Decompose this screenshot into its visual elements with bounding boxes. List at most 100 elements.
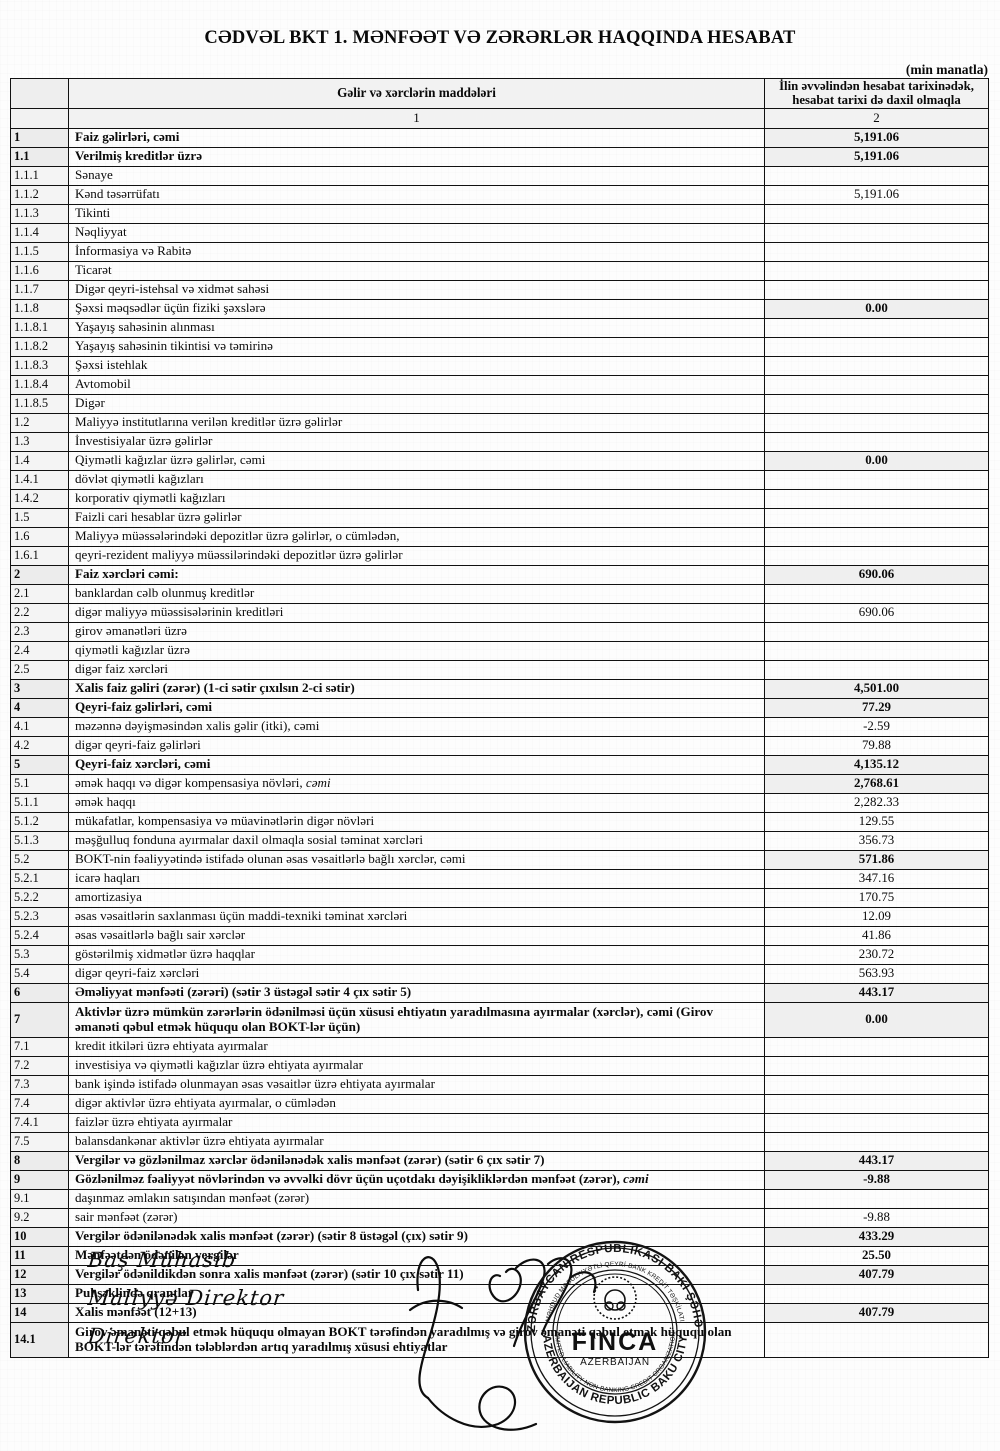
row-number: 1.4.1 — [10, 469, 69, 490]
table-row: 5.1.2 mükafatlar, kompensasiya və müavinə… — [10, 811, 989, 832]
row-value: 690.06 — [764, 564, 989, 585]
row-value: -2.59 — [764, 716, 989, 737]
row-label: Digər — [68, 393, 765, 414]
row-label: Pul şəklində qrantlar — [68, 1283, 765, 1304]
row-number: 5.2.3 — [10, 906, 69, 927]
row-number: 1.1.1 — [10, 165, 69, 186]
row-number: 5.2 — [10, 849, 69, 870]
table-row: 5.1.3 məşğulluq fonduna ayırmalar daxil o… — [10, 830, 989, 851]
table-row: 1.6.1 qeyri-rezident maliyyə müəssilərind… — [10, 545, 989, 566]
row-value: 2,768.61 — [764, 773, 989, 794]
row-label: Qeyri-faiz xərcləri, cəmi — [68, 754, 765, 775]
table-row: 4.2 digər qeyri-faiz gəlirləri 79.88 — [10, 735, 989, 756]
table-row: 1.4 Qiymətli kağızlar üzrə gəlirlər, cəmi… — [10, 450, 989, 471]
row-value — [764, 1188, 989, 1209]
row-label: Yaşayış sahəsinin tikintisi və təmirinə — [68, 336, 765, 357]
page-title: CƏDVƏL BKT 1. MƏNFƏƏT VƏ ZƏRƏRLƏR HAQQIN… — [204, 28, 796, 48]
row-label: Əməliyyat mənfəəti (zərəri) (sətir 3 üst… — [68, 982, 765, 1003]
table-row: 4.1 məzənnə dəyişməsindən xalis gəlir (it… — [10, 716, 989, 737]
table-row: 1.2 Maliyyə institutlarına verilən kredit… — [10, 412, 989, 433]
row-label: əsas vəsaitlərin saxlanması üçün maddi-t… — [68, 906, 765, 927]
row-label: əsas vəsaitlərlə bağlı sair xərclər — [68, 925, 765, 946]
row-number: 12 — [10, 1264, 69, 1285]
row-value — [764, 659, 989, 680]
table-row: 5.3 göstərilmiş xidmətlər üzrə haqqlar 230… — [10, 944, 989, 965]
row-value — [764, 431, 989, 452]
row-label: Faiz xərcləri cəmi: — [68, 564, 765, 585]
stamp-emblem-icon — [593, 1276, 637, 1320]
row-number: 7 — [10, 1001, 69, 1038]
row-value: 443.17 — [764, 1150, 989, 1171]
row-number: 1 — [10, 127, 69, 148]
row-value: 230.72 — [764, 944, 989, 965]
table-row: 5.2 BOKT-nin fəaliyyətində istifadə oluna… — [10, 849, 989, 870]
row-label: Sənaye — [68, 165, 765, 186]
row-label: qeyri-rezident maliyyə müəssilərindəki d… — [68, 545, 765, 566]
row-label: Ticarət — [68, 260, 765, 281]
row-label: məzənnə dəyişməsindən xalis gəlir (itki)… — [68, 716, 765, 737]
table-row: 5 Qeyri-faiz xərcləri, cəmi 4,135.12 — [10, 754, 989, 775]
table-row: 13 Pul şəklində qrantlar — [10, 1283, 989, 1304]
table-row: 4 Qeyri-faiz gəlirləri, cəmi 77.29 — [10, 697, 989, 718]
table-row: 1.1.8.2 Yaşayış sahəsinin tikintisi və tə… — [10, 336, 989, 357]
row-value — [764, 1074, 989, 1095]
row-label: Xalis mənfəət (12+13) — [68, 1302, 765, 1323]
table-row: 2.5 digər faiz xərcləri — [10, 659, 989, 680]
row-value — [764, 1283, 989, 1304]
table-row: 1.1.8.3 Şəxsi istehlak — [10, 355, 989, 376]
row-value — [764, 260, 989, 281]
table-row: 8 Vergilər və gözlənilmaz xərclər ödənilə… — [10, 1150, 989, 1171]
table-row: 2.3 girov əmanətləri üzrə — [10, 621, 989, 642]
row-label: əmək haqqı və digər kompensasiya növləri… — [68, 773, 765, 794]
table-row: 5.4 digər qeyri-faiz xərcləri 563.93 — [10, 963, 989, 984]
row-value — [764, 336, 989, 357]
table-row: 1.4.1 dövlət qiymətli kağızları — [10, 469, 989, 490]
row-label: sair mənfəət (zərər) — [68, 1207, 765, 1228]
row-number: 7.2 — [10, 1055, 69, 1076]
row-number: 5.1.1 — [10, 792, 69, 813]
row-number: 2.2 — [10, 602, 69, 623]
row-value: 79.88 — [764, 735, 989, 756]
table-row: 1.1.8.1 Yaşayış sahəsinin alınması — [10, 317, 989, 338]
row-label: Girov əmanəti qəbul etmək hüququ olmayan… — [68, 1321, 765, 1358]
row-number: 1.1.8.4 — [10, 374, 69, 395]
row-value — [764, 203, 989, 224]
table-row: 3 Xalis faiz gəliri (zərər) (1-ci sətir ç… — [10, 678, 989, 699]
row-value: 443.17 — [764, 982, 989, 1003]
row-value: 0.00 — [764, 450, 989, 471]
row-label: İnformasiya və Rabitə — [68, 241, 765, 262]
row-value — [764, 526, 989, 547]
row-label: balansdankənar aktivlər üzrə ehtiyata ay… — [68, 1131, 765, 1152]
row-label: Nəqliyyat — [68, 222, 765, 243]
row-label: əmək haqqı — [68, 792, 765, 813]
row-label: korporativ qiymətli kağızları — [68, 488, 765, 509]
row-number: 7.4.1 — [10, 1112, 69, 1133]
row-label: Vergilər və gözlənilmaz xərclər ödənilən… — [68, 1150, 765, 1171]
row-number: 1.1.8 — [10, 298, 69, 319]
row-value: 563.93 — [764, 963, 989, 984]
row-value — [764, 545, 989, 566]
row-number: 7.1 — [10, 1036, 69, 1057]
table-row: 7 Aktivlər üzrə mümkün zərərlərin ödənilm… — [10, 1001, 989, 1038]
table-row: 7.1 kredit itkiləri üzrə ehtiyata ayırmal… — [10, 1036, 989, 1057]
row-label: daşınmaz əmlakın satışından mənfəət (zər… — [68, 1188, 765, 1209]
table-row: 1.1.8.5 Digər — [10, 393, 989, 414]
financial-table-container: Gəlir və xərclərin maddələri İlin əvvəli… — [10, 78, 989, 1358]
row-number: 2.3 — [10, 621, 69, 642]
row-number: 5.2.2 — [10, 887, 69, 908]
company-stamp: AZƏRBAYCAN RESPUBLİKASI BAKI ŞƏHƏRİ AZER… — [515, 1226, 711, 1428]
row-number: 2 — [10, 564, 69, 585]
row-value: 4,501.00 — [764, 678, 989, 699]
row-value: 77.29 — [764, 697, 989, 718]
row-value: 571.86 — [764, 849, 989, 870]
row-number: 1.1 — [10, 146, 69, 167]
table-row: 5.1.1 əmək haqqı 2,282.33 — [10, 792, 989, 813]
colnum-value: 2 — [764, 107, 989, 129]
row-label: icarə haqları — [68, 868, 765, 889]
row-number: 1.1.7 — [10, 279, 69, 300]
table-row: 5.2.4 əsas vəsaitlərlə bağlı sair xərclər… — [10, 925, 989, 946]
table-header: Gəlir və xərclərin maddələri İlin əvvəli… — [10, 78, 989, 129]
table-row: 9 Gözlənilməz fəaliyyət növlərindən və əv… — [10, 1169, 989, 1190]
table-row: 1 Faiz gəlirləri, cəmi 5,191.06 — [10, 127, 989, 148]
row-value — [764, 1036, 989, 1057]
